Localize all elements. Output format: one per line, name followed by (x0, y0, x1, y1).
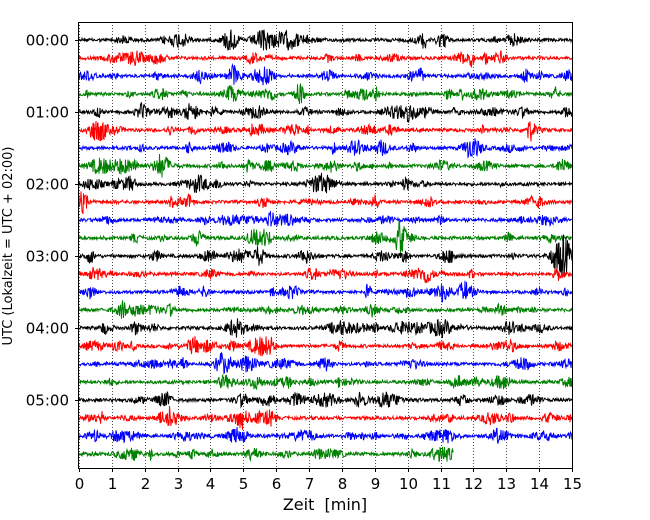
seismogram-trace (78, 29, 573, 51)
y-axis: 00:00 01:00 02:00 03:00 04:00 05:00 (26, 32, 79, 410)
x-tick-label: 7 (305, 475, 315, 493)
seismogram-trace (78, 138, 573, 159)
x-tick-label: 10 (399, 475, 418, 493)
x-tick-label: 11 (432, 475, 451, 493)
x-tick-label: 8 (338, 475, 348, 493)
trace-group (78, 29, 573, 462)
seismogram-trace (78, 300, 573, 319)
seismogram-trace (78, 83, 573, 105)
seismogram-trace (78, 211, 573, 227)
seismogram-trace (78, 374, 573, 391)
x-tick-label: 13 (497, 475, 516, 493)
x-tick-label: 4 (206, 475, 216, 493)
x-tick-label: 0 (75, 475, 85, 493)
x-tick-label: 5 (239, 475, 249, 493)
x-tick-label: 15 (563, 475, 582, 493)
seismogram-trace (78, 280, 573, 303)
seismogram-trace (78, 351, 573, 375)
seismogram-trace (78, 266, 573, 284)
x-tick-label: 14 (530, 475, 549, 493)
seismogram-trace (78, 102, 573, 123)
seismogram-trace (78, 391, 573, 409)
seismogram-trace (78, 446, 454, 462)
seismogram-trace (78, 234, 573, 278)
x-tick-label: 6 (272, 475, 282, 493)
seismogram-trace (78, 219, 573, 255)
x-tick-label: 12 (464, 475, 483, 493)
seismogram-trace (78, 191, 573, 215)
seismogram-trace (78, 120, 573, 142)
y-axis-label: UTC (Lokalzeit = UTC + 02:00) (1, 147, 16, 346)
x-axis-label: Zeit [min] (283, 495, 367, 514)
seismogram-trace (78, 336, 573, 357)
seismogram-trace (78, 427, 573, 444)
y-tick-label: 03:00 (26, 248, 69, 266)
y-tick-label: 00:00 (26, 32, 69, 50)
y-tick-label: 01:00 (26, 104, 69, 122)
x-tick-label: 9 (371, 475, 381, 493)
seismogram-trace (78, 62, 573, 86)
y-tick-label: 02:00 (26, 176, 69, 194)
seismogram-trace (78, 172, 573, 194)
x-axis: 0 1 2 3 4 5 6 7 8 9 10 11 12 13 14 15 (75, 468, 582, 493)
x-tick-label: 2 (141, 475, 151, 493)
x-tick-label: 3 (174, 475, 184, 493)
seismogram-trace (78, 405, 573, 430)
seismogram-trace (78, 318, 573, 339)
seismogram-trace (78, 154, 573, 178)
seismogram-trace (78, 50, 573, 68)
y-tick-label: 05:00 (26, 392, 69, 410)
plot-frame (78, 22, 573, 469)
y-tick-label: 04:00 (26, 320, 69, 338)
x-tick-label: 1 (108, 475, 118, 493)
